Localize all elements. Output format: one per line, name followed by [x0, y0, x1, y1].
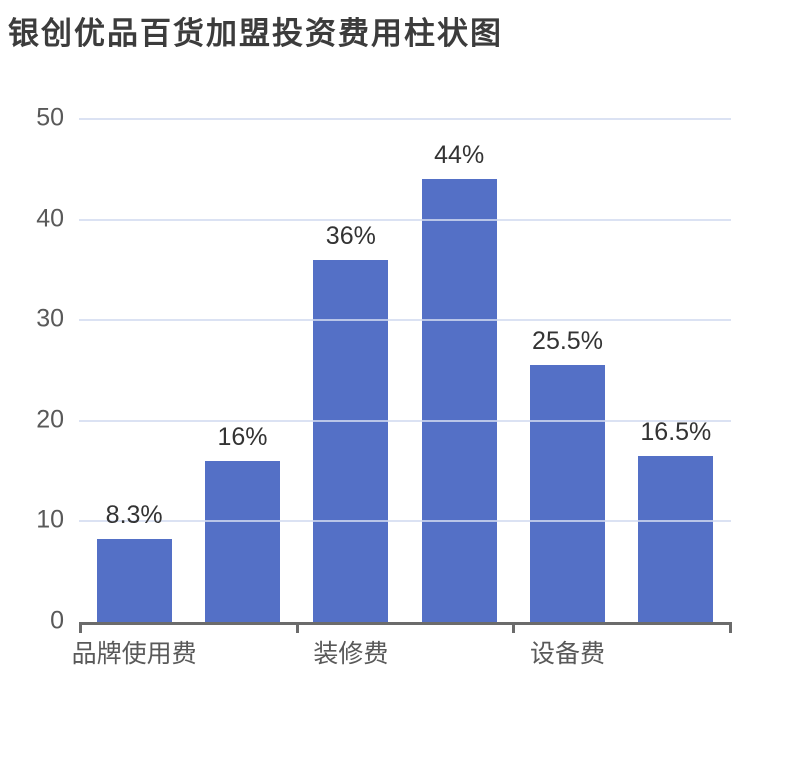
gridline [79, 118, 731, 120]
x-tick [79, 622, 82, 633]
x-axis-line [79, 622, 731, 625]
x-category-label: 装修费 [313, 640, 389, 668]
y-tick-label: 10 [36, 505, 64, 534]
bar-value-label: 16.5% [640, 418, 712, 446]
bar [205, 461, 280, 622]
bar-value-label: 25.5% [532, 327, 603, 356]
x-tick [295, 622, 299, 633]
bar-value-label: 16% [217, 423, 268, 452]
y-tick-label: 40 [36, 203, 64, 232]
chart-title: 银创优品百货加盟投资费用柱状图 [8, 16, 503, 51]
x-category-label: 设备费 [529, 640, 606, 668]
y-tick-label: 50 [36, 103, 64, 132]
bar [421, 179, 497, 622]
bar-value-label: 8.3% [105, 500, 163, 529]
bar [96, 538, 172, 622]
bar [530, 365, 605, 622]
gridline [79, 319, 731, 322]
x-tick [729, 622, 732, 633]
gridline [79, 520, 731, 523]
y-tick-label: 30 [36, 304, 64, 333]
bar-value-label: 44% [434, 141, 485, 170]
bar-value-label: 36% [325, 221, 376, 250]
bar [313, 259, 389, 622]
x-category-label: 品牌使用费 [71, 640, 197, 668]
gridline [79, 218, 731, 221]
y-tick-label: 0 [50, 606, 64, 635]
y-tick-label: 20 [36, 405, 64, 434]
x-tick [512, 622, 516, 633]
gridline [79, 419, 731, 422]
bar [638, 456, 714, 622]
